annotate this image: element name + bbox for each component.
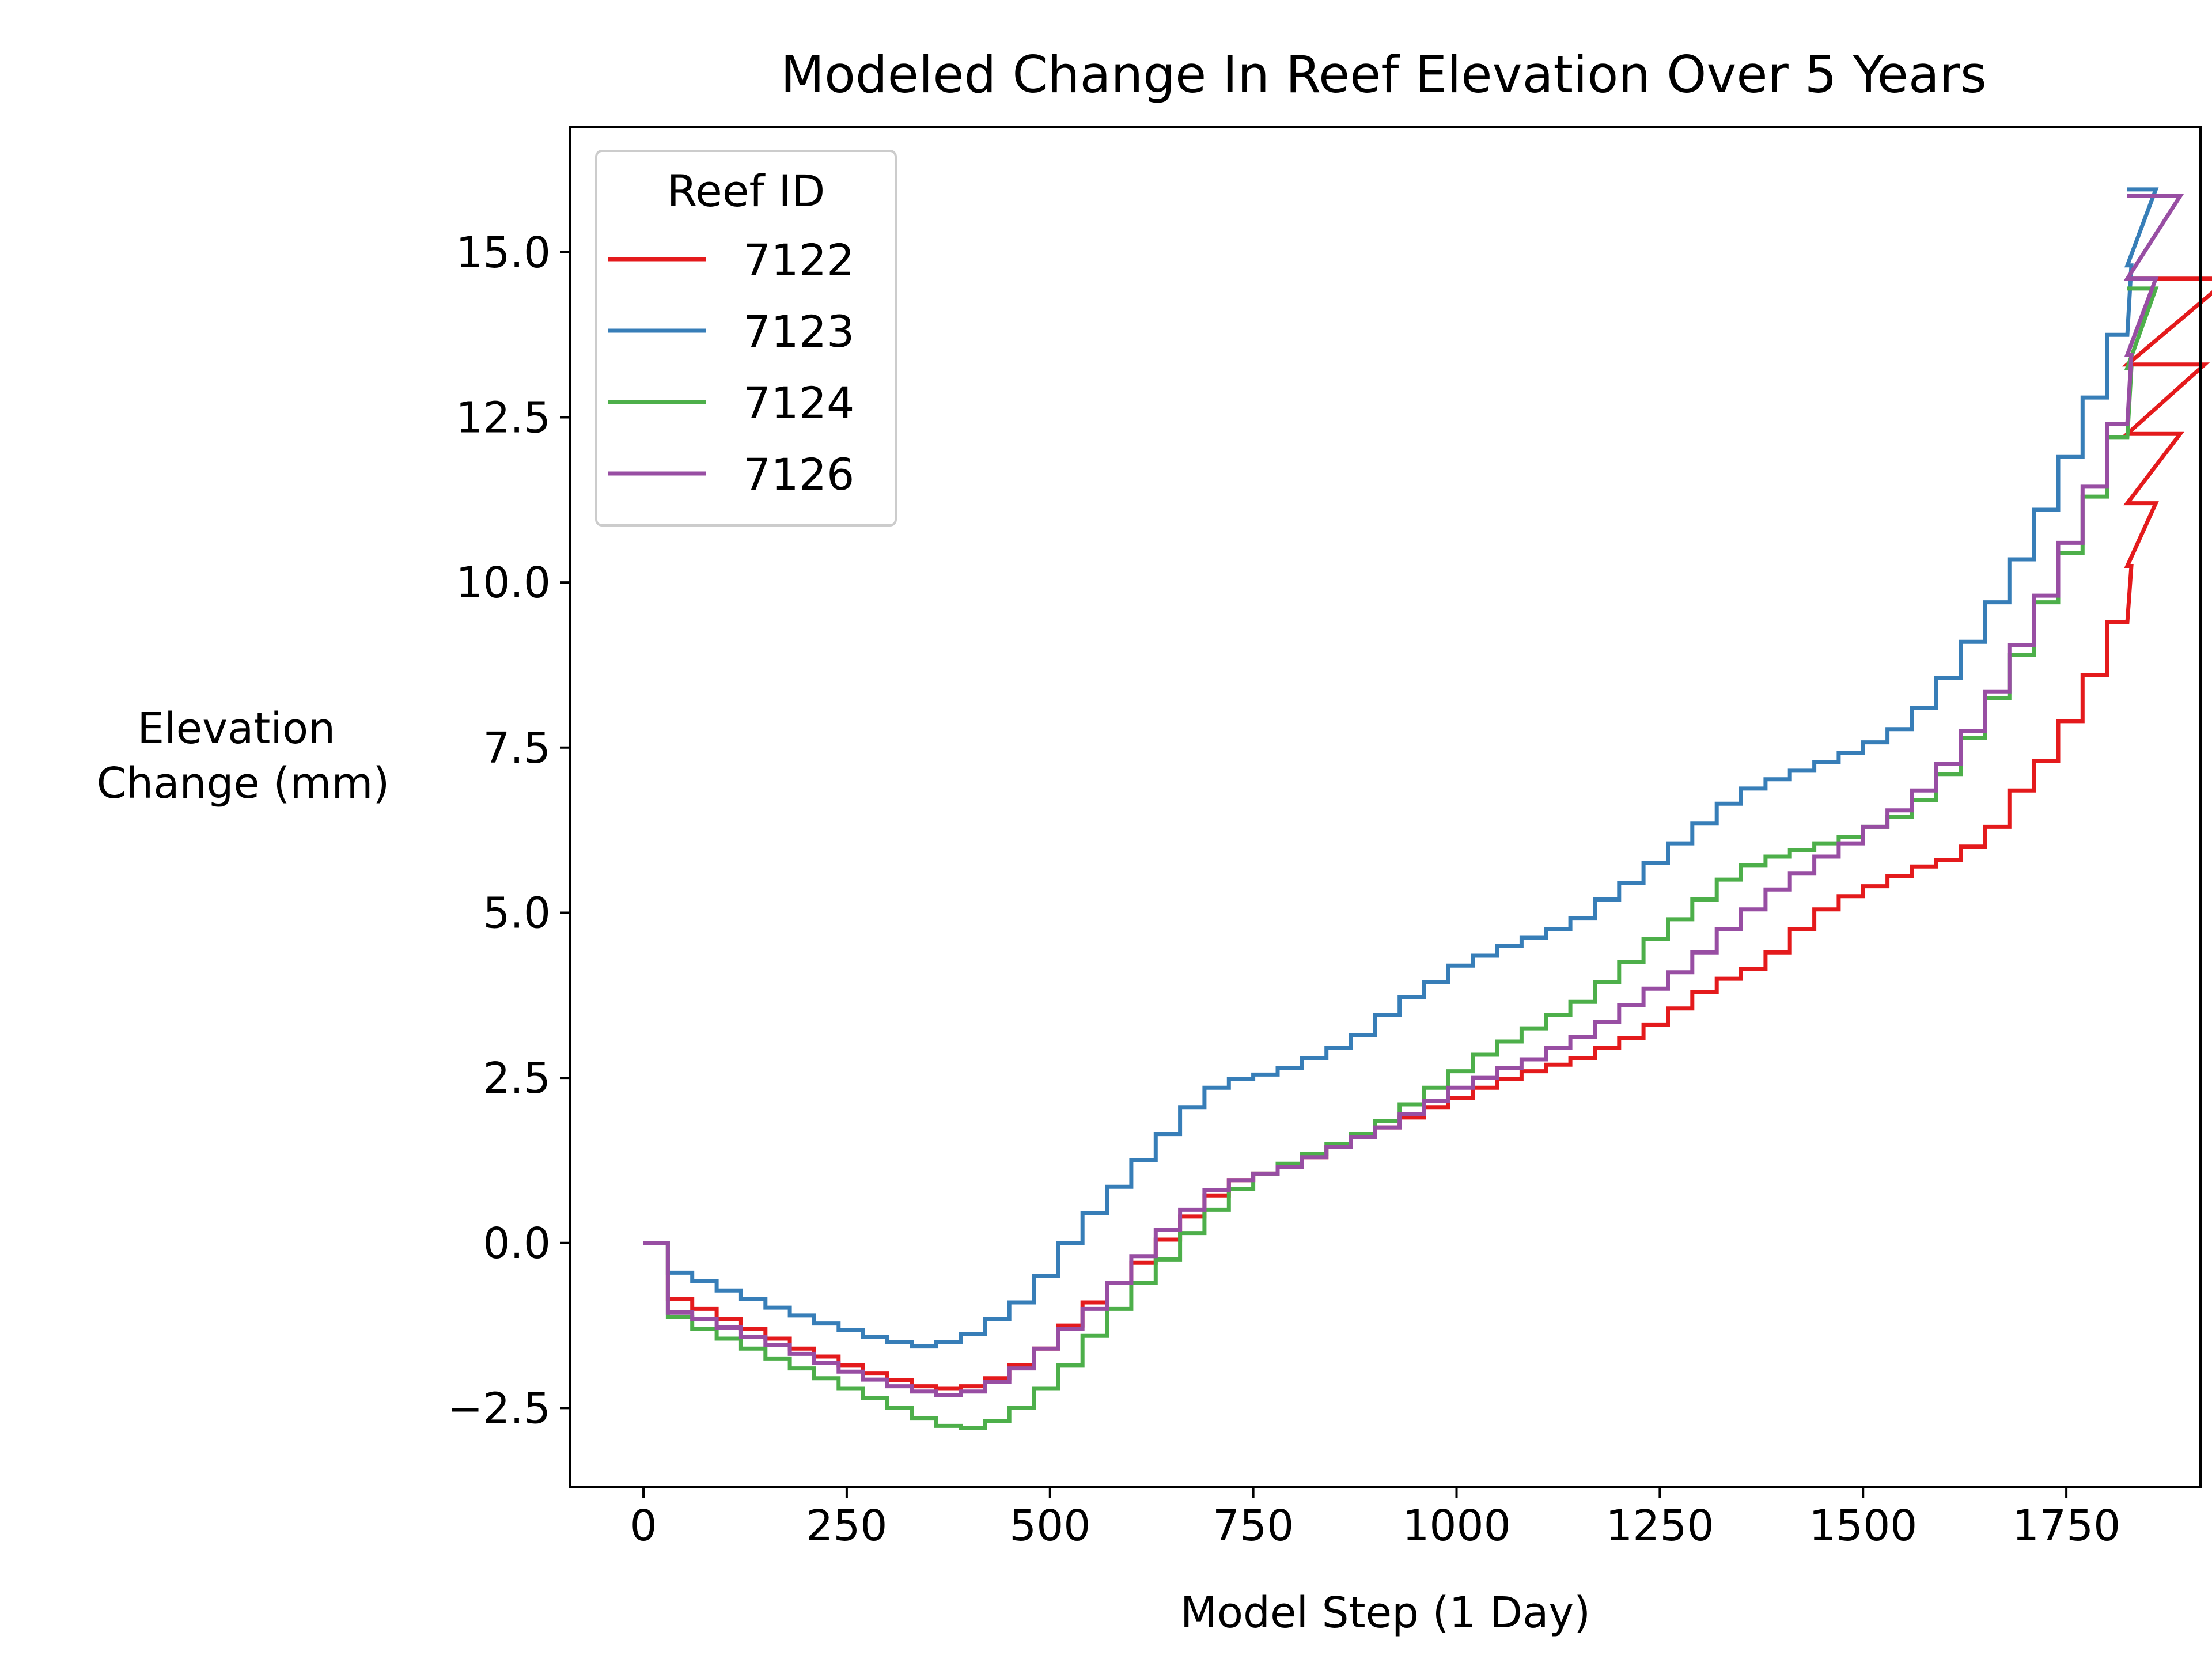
series-line-7123 — [643, 187, 2159, 1349]
y-axis-label-line-2: Change (mm) — [97, 759, 390, 808]
x-axis-label: Model Step (1 Day) — [1180, 1588, 1590, 1638]
x-tick-label: 1250 — [1605, 1501, 1714, 1551]
y-axis-label: Elevation Change (mm) — [97, 704, 390, 808]
legend: Reef ID 7122 7123 7124 7126 — [595, 150, 897, 527]
x-tick-label: 1000 — [1402, 1501, 1510, 1551]
plot-lines — [643, 187, 2212, 1430]
series-line-7126 — [643, 194, 2184, 1397]
legend-label-7123: 7123 — [743, 306, 854, 357]
x-tick-label: 1500 — [1809, 1501, 1917, 1551]
x-tick-label: 0 — [630, 1501, 657, 1551]
legend-box — [595, 150, 897, 527]
x-tick-label: 1750 — [2012, 1501, 2120, 1551]
legend-label-7122: 7122 — [743, 234, 854, 286]
legend-label-7124: 7124 — [743, 377, 854, 429]
plot-frame — [569, 126, 2202, 1488]
y-axis-label-line-1: Elevation — [137, 704, 335, 753]
y-tick-label: 7.5 — [483, 724, 551, 773]
x-tick-label: 750 — [1213, 1501, 1294, 1551]
y-tick-label: −2.5 — [447, 1384, 551, 1433]
y-tick-label: 2.5 — [483, 1054, 551, 1103]
chart-title: Modeled Change In Reef Elevation Over 5 … — [781, 45, 1987, 104]
legend-label-7126: 7126 — [743, 449, 854, 500]
y-tick-label: 0.0 — [483, 1219, 551, 1268]
legend-entries: 7122 7123 7124 7126 — [608, 234, 854, 500]
series-line-7124 — [643, 286, 2159, 1430]
legend-title: Reef ID — [667, 165, 825, 217]
x-tick-label: 500 — [1009, 1501, 1090, 1551]
y-tick-label: 15.0 — [456, 228, 551, 278]
x-tick-label: 250 — [806, 1501, 887, 1551]
y-tick-label: 10.0 — [456, 558, 551, 608]
y-tick-label: 12.5 — [456, 393, 551, 443]
y-axis: −2.5 0.0 2.5 5.0 7.5 10.0 12.5 15.0 — [447, 228, 570, 1433]
x-axis: 0 250 500 750 1000 1250 1500 1750 — [630, 1487, 2120, 1551]
y-tick-label: 5.0 — [483, 888, 551, 938]
